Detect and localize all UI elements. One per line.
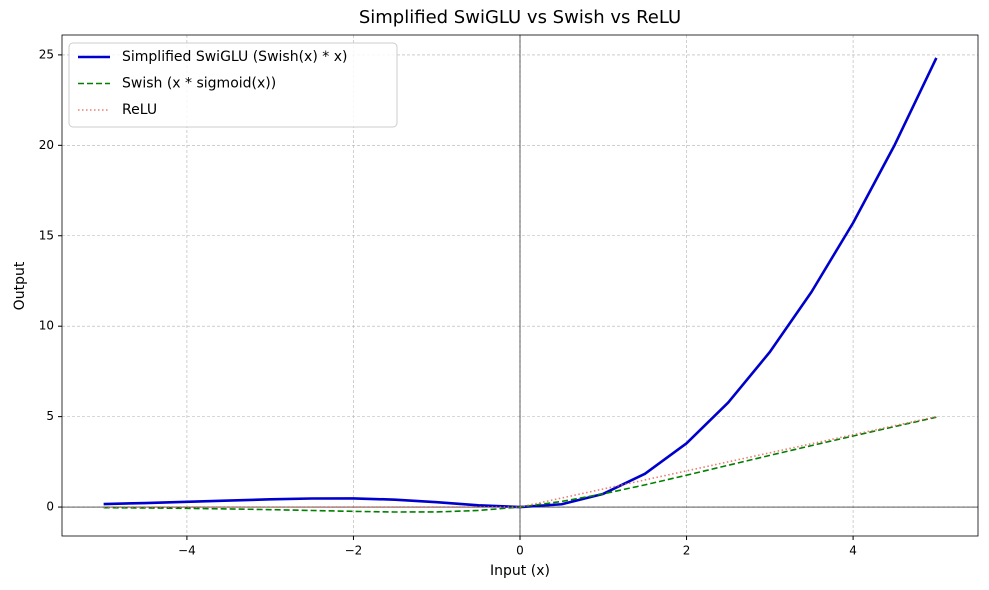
y-tick-label: 15: [39, 228, 54, 242]
y-tick-label: 20: [39, 138, 54, 152]
y-tick-label: 0: [46, 500, 54, 514]
y-axis-label: Output: [12, 261, 28, 310]
legend-box: [68, 42, 398, 128]
x-tick-label: −4: [178, 544, 196, 558]
series-line: [103, 415, 937, 508]
y-tick-label: 10: [39, 319, 54, 333]
x-tick-label: 2: [683, 544, 691, 558]
chart-title: Simplified SwiGLU vs Swish vs ReLU: [359, 7, 681, 28]
legend-label: Simplified SwiGLU (Swish(x) * x): [122, 49, 347, 65]
x-tick-label: 4: [849, 544, 857, 558]
y-tick-label: 25: [39, 47, 54, 61]
x-axis-label: Input (x): [490, 563, 550, 579]
legend-label: ReLU: [122, 102, 157, 118]
x-tick-label: −2: [345, 544, 363, 558]
plot-frame: [61, 34, 979, 537]
y-tick-label: 5: [46, 409, 54, 423]
legend: Simplified SwiGLU (Swish(x) * x) Swish (x…: [68, 42, 398, 128]
x-tick-label: 0: [516, 544, 524, 558]
legend-label: Swish (x * sigmoid(x)): [122, 76, 276, 92]
